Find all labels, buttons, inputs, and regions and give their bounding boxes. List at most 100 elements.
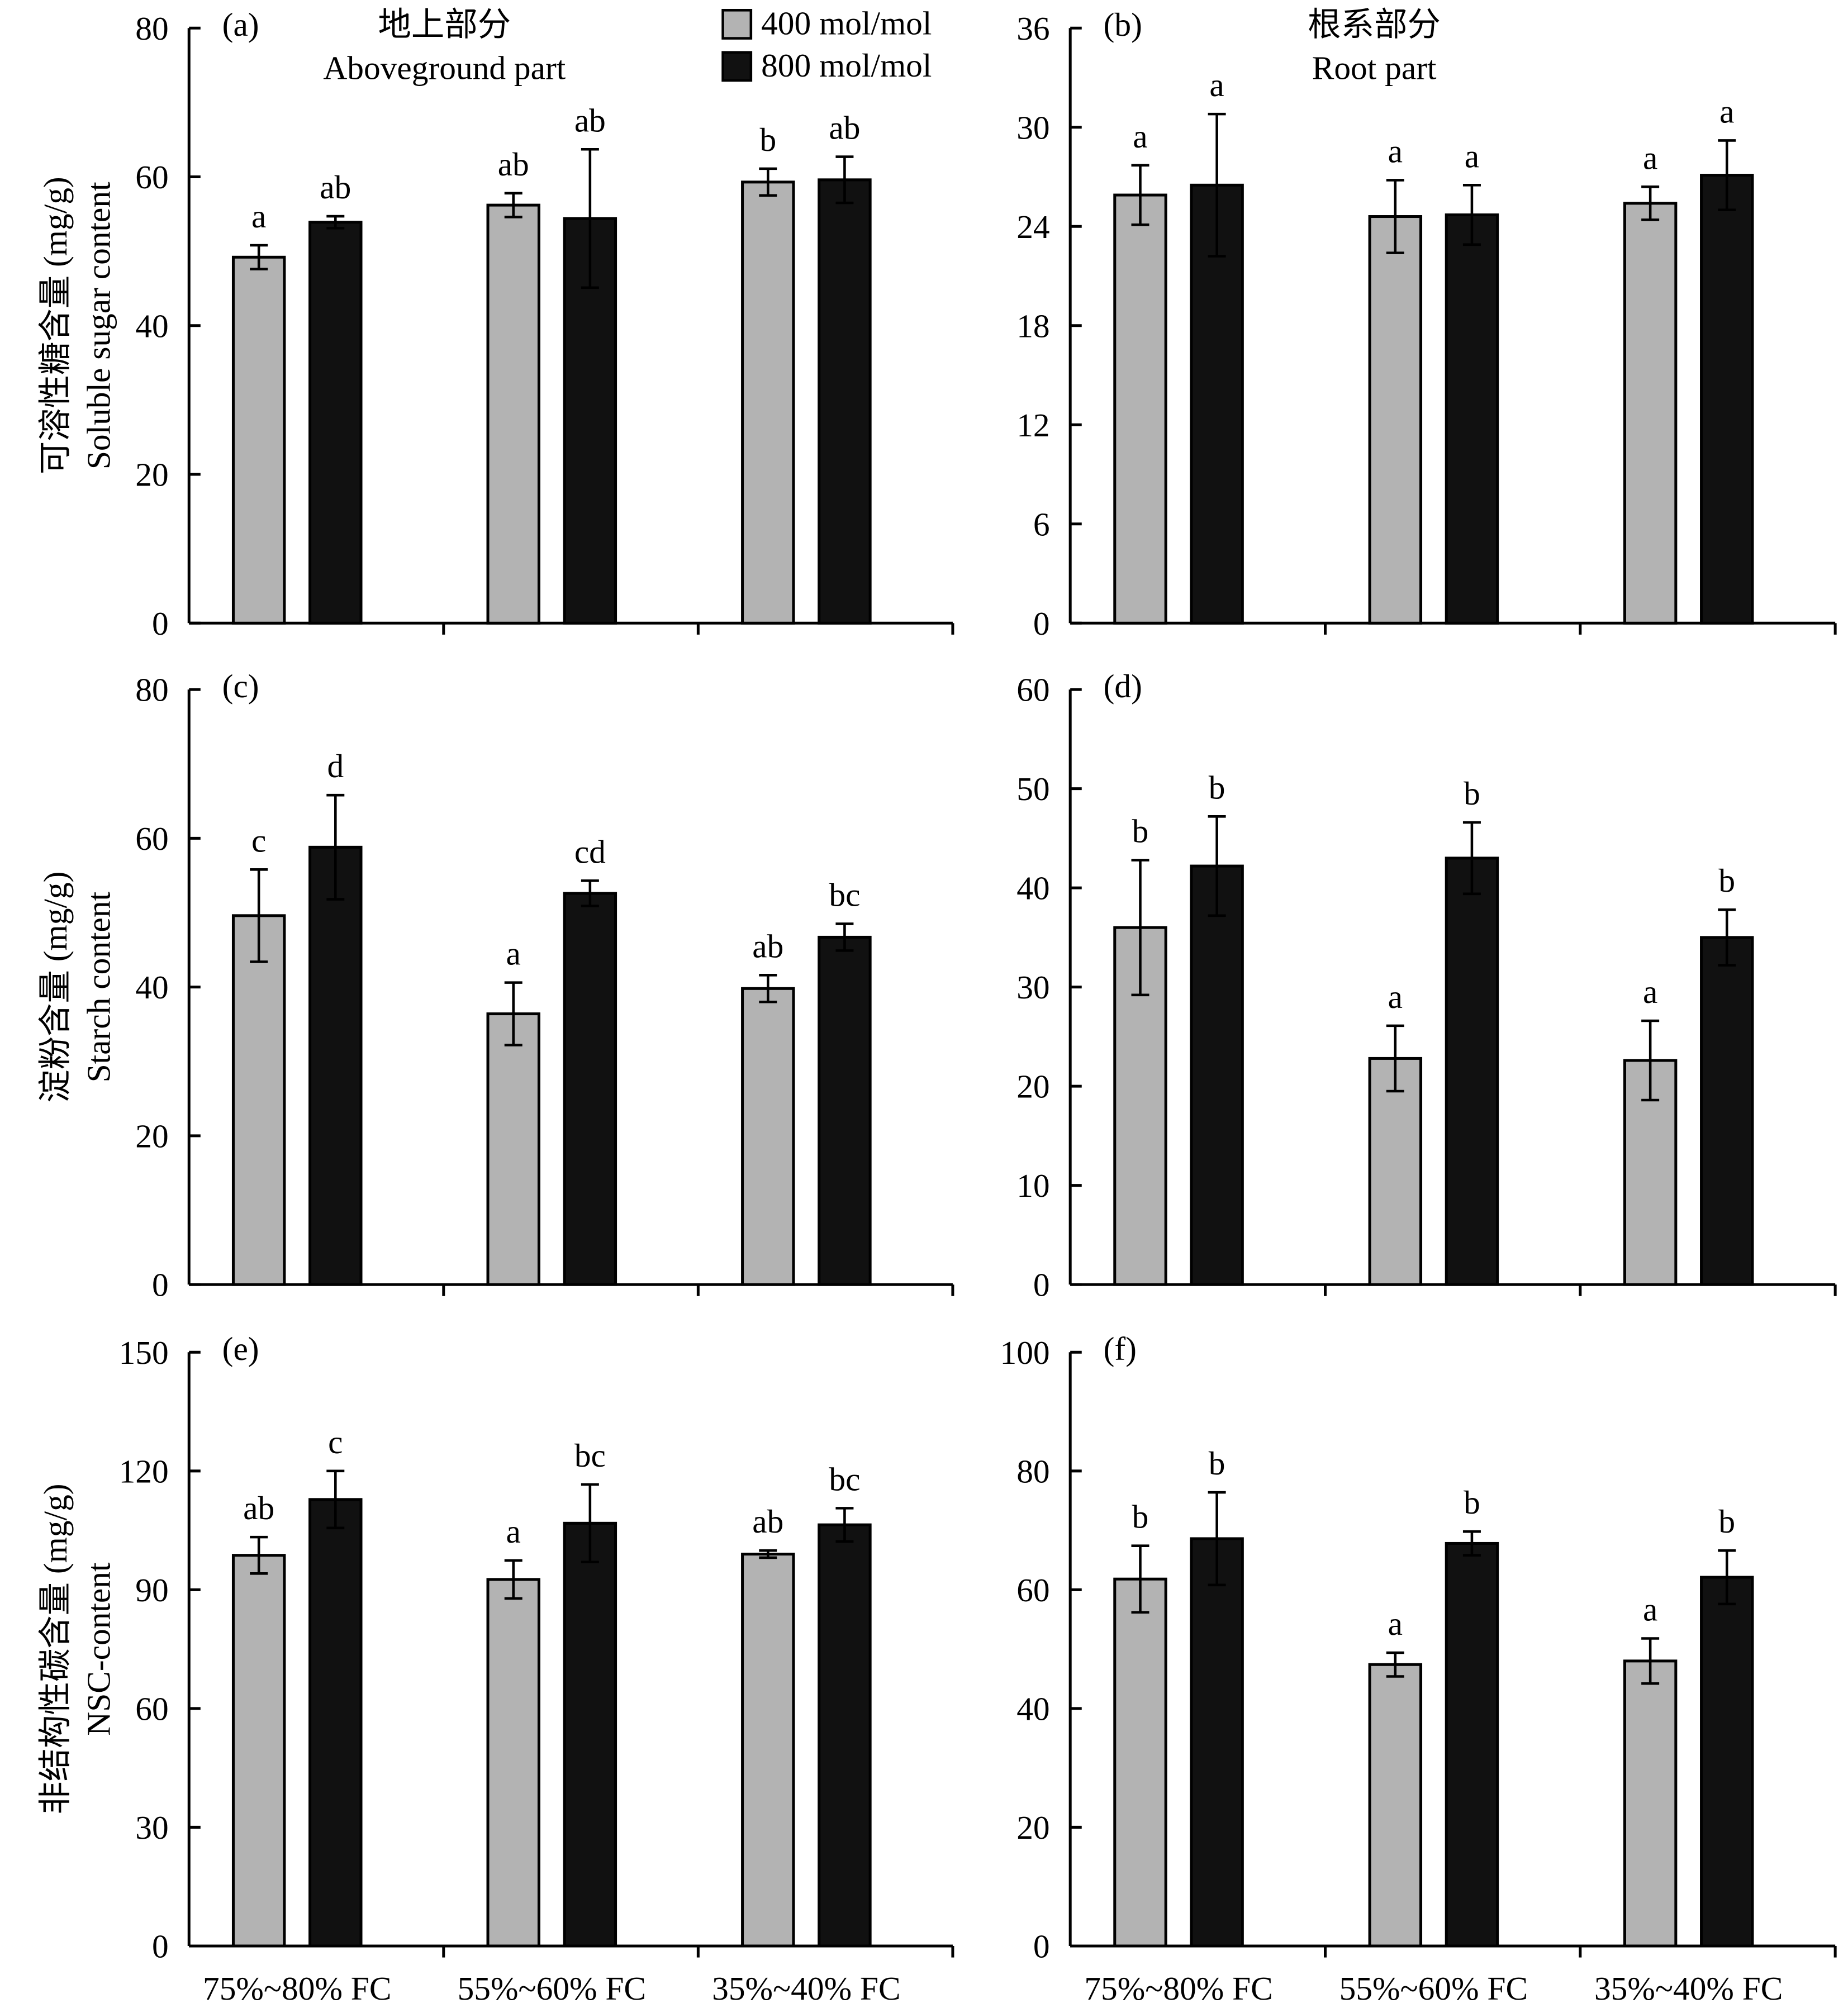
bar-800-2 [1445, 1541, 1499, 1948]
y-tick-label: 120 [119, 1453, 169, 1490]
bar-400-2 [486, 203, 540, 625]
bar-800-3 [818, 178, 872, 625]
y-tick-label: 6 [1033, 506, 1050, 543]
bar-400-2 [1368, 1057, 1423, 1286]
significance-letter: bc [829, 876, 860, 913]
y-axis-label-en: Starch content [80, 891, 117, 1082]
y-tick-label: 0 [1033, 605, 1050, 642]
bar-800-2 [563, 892, 617, 1286]
bar-400-3 [741, 180, 795, 625]
y-tick-label: 60 [1016, 672, 1049, 708]
significance-letter: b [1718, 1503, 1735, 1540]
panel-label: (c) [222, 668, 259, 705]
bar-800-3 [1700, 1576, 1754, 1948]
chart-panel-b: 0 6 12 18 24 30 36 a a a a a a (b) 根系部分 Root part [1016, 6, 1837, 642]
significance-letter: b [759, 121, 776, 158]
bar-800-3 [818, 935, 872, 1286]
panel-title-cn: 地上部分 [378, 6, 511, 43]
bar-400-1 [1113, 1577, 1167, 1948]
x-tick-label: 75%~80% FC [1084, 1970, 1272, 2003]
bar-400-1 [1113, 926, 1167, 1286]
y-axis-label-cn: 非结构性碳含量 (mg/g) [37, 1483, 74, 1814]
significance-letter: a [251, 198, 266, 235]
bar-400-1 [231, 914, 286, 1286]
bar-800-1 [308, 1498, 363, 1948]
significance-letter: a [1388, 978, 1403, 1015]
y-tick-label: 40 [135, 969, 168, 1006]
panel-title-cn: 根系部分 [1308, 6, 1441, 43]
y-tick-label: 90 [135, 1572, 168, 1609]
y-tick-label: 150 [119, 1334, 169, 1371]
bar-400-3 [1623, 202, 1678, 625]
bar-800-3 [818, 1523, 872, 1948]
y-axis-label: 可溶性糖含量 (mg/g) Soluble sugar content [37, 177, 117, 474]
significance-letter: a [1133, 118, 1147, 155]
bar-400-3 [741, 1553, 795, 1948]
y-axis-label: 非结构性碳含量 (mg/g) NSC-content [37, 1483, 117, 1814]
y-axis-label: 淀粉含量 (mg/g) Starch content [37, 872, 117, 1103]
chart-panel-d: 0 10 20 30 40 50 60 b b a b a b (d) [1016, 668, 1837, 1303]
bar-400-1 [231, 255, 286, 625]
y-axis-label-cn: 可溶性糖含量 (mg/g) [37, 177, 74, 474]
significance-letter: b [1464, 775, 1480, 812]
panel-title-en: Root part [1312, 50, 1437, 87]
bar-800-1 [1190, 1537, 1244, 1948]
bar-400-2 [1368, 1663, 1423, 1948]
significance-letter: ab [752, 1503, 783, 1540]
x-tick-label: 55%~60% FC [458, 1970, 646, 2003]
significance-letter: d [327, 748, 344, 784]
panel-label: (a) [222, 6, 259, 43]
significance-letter: a [1465, 137, 1479, 174]
y-tick-label: 60 [135, 820, 168, 857]
y-tick-label: 24 [1016, 208, 1049, 245]
x-tick-label: 35%~40% FC [712, 1970, 900, 2003]
y-tick-label: 0 [152, 1928, 169, 1965]
y-tick-label: 0 [1033, 1928, 1050, 1965]
y-tick-label: 20 [1016, 1068, 1049, 1105]
y-tick-label: 50 [1016, 770, 1049, 807]
significance-letter: ab [243, 1490, 274, 1526]
bar-800-2 [563, 1521, 617, 1948]
bar-800-3 [1700, 936, 1754, 1286]
legend-swatch-400 [721, 8, 753, 40]
chart-panel-f: 0 20 40 60 80 100 b b a b a b 75%~80% FC 55%~60% FC 35… [1000, 1330, 1837, 2003]
x-tick-label: 75%~80% FC [203, 1970, 391, 2003]
y-tick-label: 30 [135, 1809, 168, 1846]
significance-letter: a [1388, 1605, 1403, 1642]
x-tick-label: 35%~40% FC [1594, 1970, 1783, 2003]
significance-letter: a [1643, 1591, 1657, 1628]
y-tick-label: 40 [1016, 870, 1049, 907]
y-tick-label: 60 [135, 1690, 168, 1727]
bar-400-1 [231, 1554, 286, 1948]
y-axis-label-cn: 淀粉含量 (mg/g) [37, 872, 74, 1103]
y-tick-label: 40 [1016, 1690, 1049, 1727]
bar-800-2 [1445, 213, 1499, 625]
legend-label: 800 mol/mol [761, 47, 932, 84]
bar-800-1 [1190, 864, 1244, 1286]
significance-letter: a [1643, 973, 1657, 1010]
y-tick-label: 20 [135, 456, 168, 493]
significance-letter: ab [320, 169, 351, 206]
legend-swatch-800 [721, 51, 753, 82]
panel-label: (f) [1104, 1330, 1137, 1367]
bar-400-1 [1113, 193, 1167, 625]
y-tick-label: 60 [135, 159, 168, 196]
significance-letter: cd [574, 833, 606, 870]
significance-letter: b [1209, 769, 1225, 806]
significance-letter: a [1209, 66, 1224, 103]
legend: 400 mol/mol 800 mol/mol [721, 5, 932, 84]
bar-400-3 [1623, 1659, 1678, 1948]
significance-letter: a [1719, 93, 1734, 130]
y-tick-label: 0 [152, 605, 169, 642]
significance-letter: b [1132, 1498, 1149, 1535]
bar-400-2 [486, 1012, 540, 1286]
significance-letter: ab [829, 110, 860, 146]
significance-letter: ab [498, 146, 529, 183]
y-tick-label: 20 [135, 1117, 168, 1154]
y-axis-label-en: NSC-content [80, 1562, 117, 1736]
y-tick-label: 18 [1016, 307, 1049, 344]
panel-label: (e) [222, 1330, 259, 1367]
significance-letter: a [1388, 132, 1403, 169]
significance-letter: bc [574, 1437, 606, 1474]
